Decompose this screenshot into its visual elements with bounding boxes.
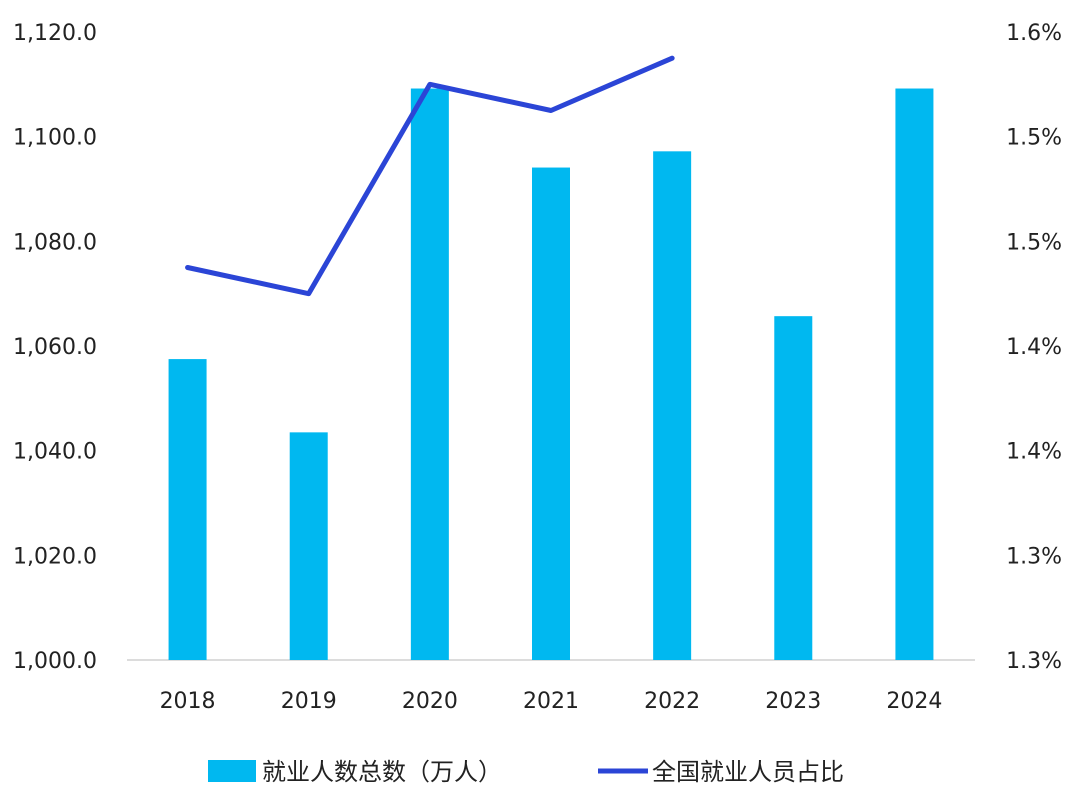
x-tick-label: 2024 — [886, 689, 942, 714]
bar-2018 — [168, 359, 207, 660]
x-axis-ticks: 2018 2019 2020 2021 2022 2023 2024 — [160, 689, 943, 714]
bar-2021 — [532, 167, 570, 660]
left-axis-ticks: 1,000.0 1,020.0 1,040.0 1,060.0 1,080.0 1,100… — [13, 21, 97, 674]
x-tick-label: 2019 — [281, 689, 337, 714]
legend-bar-swatch — [208, 760, 256, 782]
x-tick-label: 2021 — [523, 689, 579, 714]
right-tick-label: 1.3% — [1006, 544, 1062, 569]
left-tick-label: 1,020.0 — [13, 544, 97, 569]
right-tick-label: 1.6% — [1006, 21, 1062, 46]
right-tick-label: 1.5% — [1006, 126, 1062, 151]
left-tick-label: 1,000.0 — [13, 649, 97, 674]
legend: 就业人数总数（万人） 全国就业人员占比 — [208, 758, 844, 786]
line-series — [185, 55, 675, 297]
right-tick-label: 1.5% — [1006, 230, 1062, 255]
bar-2024 — [895, 88, 934, 660]
bar-2023 — [774, 316, 813, 660]
x-tick-label: 2022 — [644, 689, 700, 714]
left-tick-label: 1,040.0 — [13, 440, 97, 465]
left-tick-label: 1,060.0 — [13, 335, 97, 360]
right-tick-label: 1.3% — [1006, 649, 1062, 674]
legend-line-label: 全国就业人员占比 — [652, 758, 844, 786]
bar-2020 — [410, 88, 449, 660]
right-axis-ticks: 1.3% 1.3% 1.4% 1.4% 1.5% 1.5% 1.6% — [1006, 21, 1062, 674]
x-tick-label: 2020 — [402, 689, 458, 714]
right-tick-label: 1.4% — [1006, 440, 1062, 465]
x-tick-label: 2018 — [160, 689, 216, 714]
left-tick-label: 1,100.0 — [13, 126, 97, 151]
right-tick-label: 1.4% — [1006, 335, 1062, 360]
left-tick-label: 1,120.0 — [13, 21, 97, 46]
bar-2019 — [289, 432, 328, 660]
legend-bar-label: 就业人数总数（万人） — [262, 758, 502, 786]
left-tick-label: 1,080.0 — [13, 230, 97, 255]
bar-2022 — [653, 151, 692, 660]
x-tick-label: 2023 — [765, 689, 821, 714]
bar-series — [168, 88, 934, 660]
